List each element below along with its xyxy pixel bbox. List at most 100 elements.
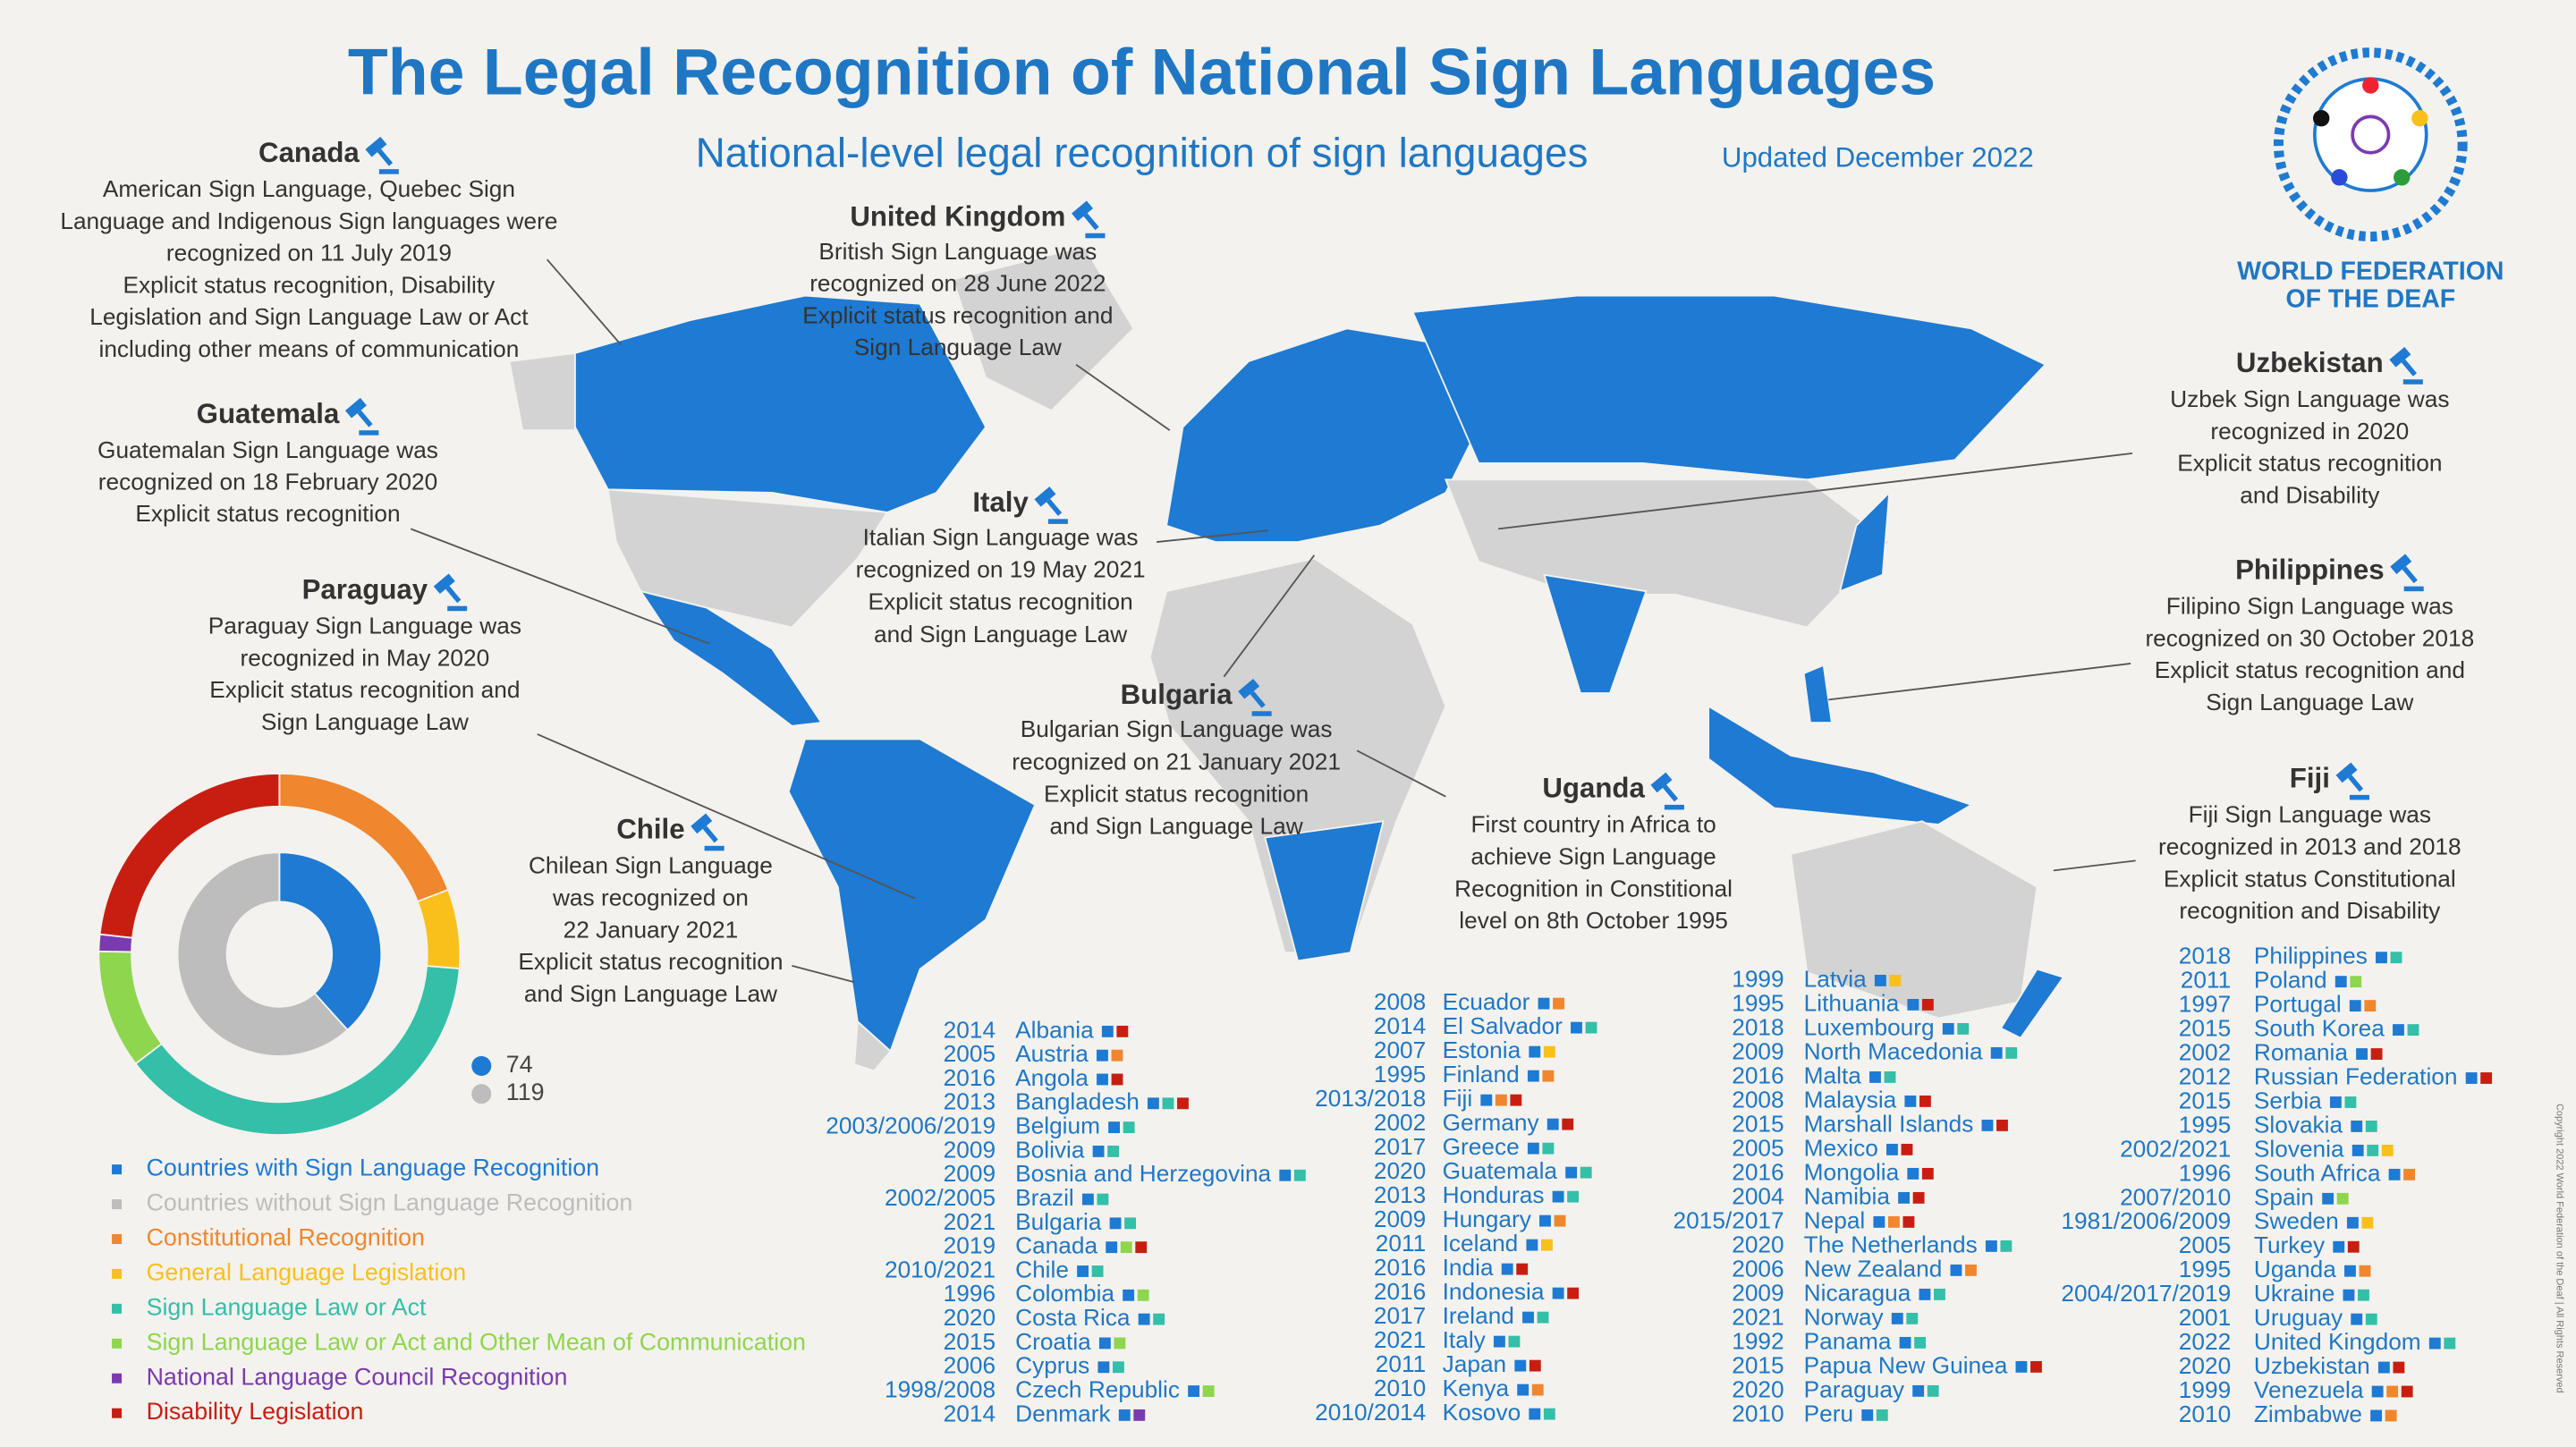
country-name: Luxembourg — [1804, 1013, 1935, 1040]
callout-text: Explicit status recognition — [2177, 450, 2442, 477]
country-name: Angola — [1015, 1064, 1089, 1091]
category-square — [1106, 1241, 1118, 1254]
callout-text: was recognized on — [552, 884, 749, 910]
category-square — [1957, 1022, 1970, 1035]
category-square — [1537, 1311, 1549, 1324]
country-name: Italy — [1443, 1326, 1487, 1353]
country-year: 2010/2014 — [1315, 1399, 1426, 1426]
legend-label: General Language Legislation — [147, 1259, 467, 1286]
gavel-base — [704, 845, 724, 851]
category-square — [1907, 998, 1919, 1011]
gavel-base — [378, 169, 399, 174]
legend-swatch — [112, 1303, 123, 1314]
category-square — [1109, 1217, 1122, 1230]
callout-text: First country in Africa to — [1470, 811, 1716, 838]
callout-text: Explicit status recognition — [518, 948, 783, 975]
country-name: Namibia — [1804, 1182, 1891, 1209]
country-name: Sweden — [2254, 1207, 2339, 1234]
country-name: Ukraine — [2254, 1280, 2334, 1307]
category-square — [1480, 1094, 1493, 1106]
country-year: 2010/2021 — [885, 1256, 996, 1282]
country-year: 2010 — [2179, 1400, 2231, 1427]
value-label: 119 — [506, 1079, 545, 1105]
gavel-icon — [365, 136, 399, 174]
category-square — [1562, 1118, 1574, 1130]
callout-title: Paraguay — [302, 573, 428, 605]
category-square — [2365, 1121, 2377, 1132]
country-year: 1996 — [944, 1280, 996, 1307]
category-square — [1981, 1119, 1994, 1131]
country-year: 2010 — [1732, 1400, 1784, 1426]
country-year: 2020 — [2179, 1352, 2231, 1379]
category-square — [2015, 1360, 2028, 1373]
legend-dot — [471, 1055, 492, 1076]
country-name: Slovenia — [2254, 1135, 2344, 1162]
leader-line — [537, 733, 916, 900]
gavel-handle — [445, 586, 462, 604]
callout-text: and Sign Language Law — [1050, 813, 1304, 840]
country-name: Latvia — [1804, 965, 1867, 992]
country-name: Costa Rica — [1015, 1304, 1131, 1331]
category-square — [1147, 1097, 1159, 1110]
country-name: Bolivia — [1015, 1136, 1085, 1163]
legend-label: National Language Council Recognition — [147, 1363, 568, 1390]
category-square — [1889, 974, 1902, 986]
country-name: Kosovo — [1443, 1399, 1521, 1426]
category-square — [1113, 1361, 1124, 1374]
legend-label: Constitutional Recognition — [147, 1224, 425, 1251]
category-square — [1162, 1097, 1174, 1110]
category-square — [2370, 1048, 2383, 1060]
legend-label: Sign Language Law or Act — [147, 1293, 427, 1320]
category-square — [1098, 1337, 1111, 1350]
gavel-head — [433, 573, 455, 595]
category-square — [2334, 976, 2347, 988]
gavel-handle — [357, 410, 373, 427]
gavel-handle — [377, 148, 394, 166]
gavel-handle — [1083, 213, 1099, 231]
callout-text: Uzbek Sign Language was — [2170, 385, 2449, 412]
category-square — [2351, 1121, 2363, 1132]
country-year: 2017 — [1374, 1133, 1426, 1160]
category-square — [1874, 974, 1886, 986]
callout-text: British Sign Language was — [818, 238, 1097, 265]
country-name: Brazil — [1015, 1184, 1074, 1211]
callout-text: Sign Language Law — [2206, 689, 2414, 715]
gavel-base — [359, 430, 379, 436]
leader-line — [1497, 452, 2133, 530]
category-square — [1571, 1021, 1582, 1034]
category-square — [2393, 1024, 2404, 1037]
category-square — [2376, 952, 2387, 964]
country-name: Germany — [1443, 1109, 1540, 1136]
category-square — [1526, 1239, 1538, 1251]
category-square — [2030, 1360, 2042, 1373]
country-year: 1998/2008 — [885, 1375, 996, 1402]
category-square — [2351, 1313, 2363, 1325]
country-name: Austria — [1015, 1040, 1089, 1067]
country-name: El Salvador — [1443, 1012, 1563, 1039]
gavel-base — [2403, 586, 2424, 592]
category-square — [1153, 1313, 1165, 1325]
country-year: 2018 — [2179, 943, 2231, 969]
country-name: Panama — [1804, 1327, 1892, 1354]
category-square — [1517, 1384, 1530, 1396]
callout-title: Bulgaria — [1121, 679, 1233, 710]
country-year: 2002 — [1374, 1109, 1426, 1136]
country-name: Ecuador — [1443, 988, 1530, 1015]
category-square — [1529, 1408, 1541, 1420]
country-year: 2006 — [1732, 1255, 1784, 1282]
category-square — [2361, 1216, 2374, 1229]
category-square — [1912, 1191, 1925, 1204]
category-square — [1111, 1049, 1123, 1062]
category-square — [2322, 1192, 2334, 1205]
callout-text: Recognition in Constitional — [1454, 875, 1733, 901]
category-square — [2364, 1000, 2377, 1012]
category-square — [1522, 1311, 1534, 1324]
country-year: 2015 — [2179, 1015, 2231, 1042]
category-square — [1990, 1046, 2003, 1059]
gavel-head — [2335, 762, 2358, 783]
country-name: Romania — [2254, 1038, 2348, 1065]
country-name: Uruguay — [2254, 1304, 2343, 1331]
category-square — [1516, 1263, 1529, 1275]
copyright: Copyright 2022 World Federation of the D… — [2555, 1104, 2565, 1393]
category-square — [1873, 1215, 1885, 1228]
